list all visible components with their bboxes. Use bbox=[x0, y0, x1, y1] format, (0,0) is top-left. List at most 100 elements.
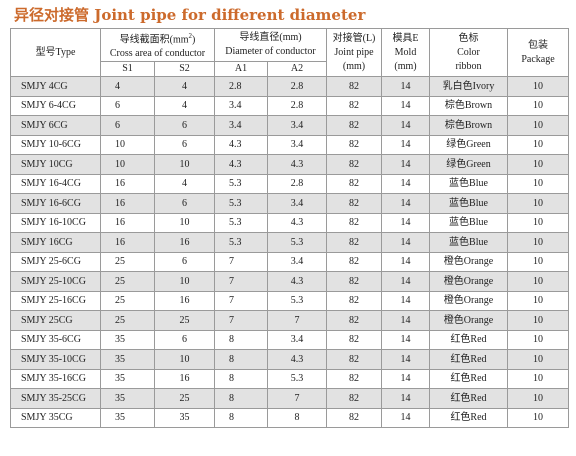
cell-a1: 8 bbox=[214, 407, 268, 429]
table-row: SMJY 16CG 16 16 5.3 5.3 82 14 蓝色Blue 10 bbox=[10, 232, 569, 253]
cell-mold: 14 bbox=[381, 154, 430, 175]
cell-a1: 5.3 bbox=[214, 232, 268, 253]
cell-a2: 4.3 bbox=[267, 349, 327, 370]
cell-joint-pipe: 82 bbox=[326, 310, 382, 331]
header-area: 导线截面积(mm2) Cross area of conductor bbox=[100, 27, 215, 63]
cell-color: 红色Red bbox=[429, 349, 508, 370]
cell-s1: 4 bbox=[100, 76, 155, 97]
header-type: 型号Type bbox=[10, 27, 101, 78]
cell-color: 橙色Orange bbox=[429, 251, 508, 273]
cell-package: 10 bbox=[507, 271, 569, 292]
cell-package: 10 bbox=[507, 232, 569, 253]
cell-s2: 6 bbox=[154, 115, 215, 136]
cell-s1: 16 bbox=[100, 212, 155, 234]
cell-s1: 25 bbox=[100, 290, 155, 312]
cell-joint-pipe: 82 bbox=[326, 115, 382, 136]
cell-a1: 8 bbox=[214, 388, 268, 409]
cell-color: 棕色Brown bbox=[429, 95, 508, 117]
cell-a2: 3.4 bbox=[267, 115, 327, 136]
cell-color: 绿色Green bbox=[429, 154, 508, 175]
cell-mold: 14 bbox=[381, 76, 430, 97]
table-row: SMJY 25-10CG 25 10 7 4.3 82 14 橙色Orange 10 bbox=[10, 271, 569, 292]
cell-mold: 14 bbox=[381, 407, 430, 429]
cell-package: 10 bbox=[507, 368, 569, 390]
cell-color: 红色Red bbox=[429, 368, 508, 390]
cell-mold: 14 bbox=[381, 368, 430, 390]
cell-type: SMJY 16-10CG bbox=[10, 212, 101, 234]
cell-mold: 14 bbox=[381, 310, 430, 331]
cell-color: 蓝色Blue bbox=[429, 212, 508, 234]
cell-mold: 14 bbox=[381, 251, 430, 273]
cell-color: 橙色Orange bbox=[429, 271, 508, 292]
cell-type: SMJY 35-16CG bbox=[10, 368, 101, 390]
table-row: SMJY 35-10CG 35 10 8 4.3 82 14 红色Red 10 bbox=[10, 349, 569, 370]
cell-s2: 16 bbox=[154, 290, 215, 312]
cell-s2: 6 bbox=[154, 329, 215, 351]
cell-a2: 3.4 bbox=[267, 251, 327, 273]
cell-a1: 8 bbox=[214, 349, 268, 370]
cell-package: 10 bbox=[507, 349, 569, 370]
cell-mold: 14 bbox=[381, 115, 430, 136]
cell-type: SMJY 35-6CG bbox=[10, 329, 101, 351]
header-a2: A2 bbox=[267, 61, 327, 78]
cell-joint-pipe: 82 bbox=[326, 271, 382, 292]
cell-s1: 35 bbox=[100, 407, 155, 429]
cell-type: SMJY 35-25CG bbox=[10, 388, 101, 409]
cell-type: SMJY 10-6CG bbox=[10, 134, 101, 156]
cell-type: SMJY 10CG bbox=[10, 154, 101, 175]
cell-color: 橙色Orange bbox=[429, 290, 508, 312]
table-row: SMJY 16-10CG 16 10 5.3 4.3 82 14 蓝色Blue 10 bbox=[10, 212, 569, 234]
cell-type: SMJY 16-6CG bbox=[10, 193, 101, 214]
cell-a1: 8 bbox=[214, 329, 268, 351]
cell-mold: 14 bbox=[381, 271, 430, 292]
cell-type: SMJY 25-6CG bbox=[10, 251, 101, 273]
cell-color: 红色Red bbox=[429, 329, 508, 351]
cell-s2: 10 bbox=[154, 212, 215, 234]
cell-s1: 10 bbox=[100, 154, 155, 175]
cell-s2: 25 bbox=[154, 310, 215, 331]
cell-color: 橙色Orange bbox=[429, 310, 508, 331]
cell-joint-pipe: 82 bbox=[326, 368, 382, 390]
cell-mold: 14 bbox=[381, 349, 430, 370]
cell-type: SMJY 16CG bbox=[10, 232, 101, 253]
cell-a1: 7 bbox=[214, 251, 268, 273]
header-diameter: 导线直径(mm) Diameter of conductor bbox=[214, 27, 327, 63]
cell-a1: 7 bbox=[214, 310, 268, 331]
cell-color: 蓝色Blue bbox=[429, 193, 508, 214]
cell-joint-pipe: 82 bbox=[326, 388, 382, 409]
cell-package: 10 bbox=[507, 212, 569, 234]
cell-s1: 35 bbox=[100, 329, 155, 351]
cell-type: SMJY 35-10CG bbox=[10, 349, 101, 370]
cell-joint-pipe: 82 bbox=[326, 407, 382, 429]
cell-type: SMJY 6CG bbox=[10, 115, 101, 136]
header-mold: 模具E Mold (mm) bbox=[381, 27, 430, 78]
cell-a1: 4.3 bbox=[214, 134, 268, 156]
cell-package: 10 bbox=[507, 154, 569, 175]
cell-a1: 5.3 bbox=[214, 193, 268, 214]
cell-color: 乳白色Ivory bbox=[429, 76, 508, 97]
cell-package: 10 bbox=[507, 173, 569, 195]
cell-a1: 5.3 bbox=[214, 212, 268, 234]
cell-package: 10 bbox=[507, 310, 569, 331]
table-row: SMJY 25CG 25 25 7 7 82 14 橙色Orange 10 bbox=[10, 310, 569, 331]
cell-joint-pipe: 82 bbox=[326, 193, 382, 214]
cell-joint-pipe: 82 bbox=[326, 173, 382, 195]
cell-s2: 6 bbox=[154, 251, 215, 273]
cell-color: 红色Red bbox=[429, 388, 508, 409]
cell-a2: 8 bbox=[267, 407, 327, 429]
table-row: SMJY 35-16CG 35 16 8 5.3 82 14 红色Red 10 bbox=[10, 368, 569, 390]
table-row: SMJY 16-6CG 16 6 5.3 3.4 82 14 蓝色Blue 10 bbox=[10, 193, 569, 214]
cell-package: 10 bbox=[507, 115, 569, 136]
cell-s2: 6 bbox=[154, 193, 215, 214]
header-color-ribbon: 色标 Color ribbon bbox=[429, 27, 508, 78]
cell-s2: 35 bbox=[154, 407, 215, 429]
cell-a1: 4.3 bbox=[214, 154, 268, 175]
cell-s1: 6 bbox=[100, 95, 155, 117]
table-row: SMJY 35CG 35 35 8 8 82 14 红色Red 10 bbox=[10, 407, 569, 429]
cell-mold: 14 bbox=[381, 329, 430, 351]
cell-s2: 16 bbox=[154, 368, 215, 390]
cell-color: 棕色Brown bbox=[429, 115, 508, 136]
cell-a1: 8 bbox=[214, 368, 268, 390]
cell-s2: 25 bbox=[154, 388, 215, 409]
cell-type: SMJY 25-10CG bbox=[10, 271, 101, 292]
